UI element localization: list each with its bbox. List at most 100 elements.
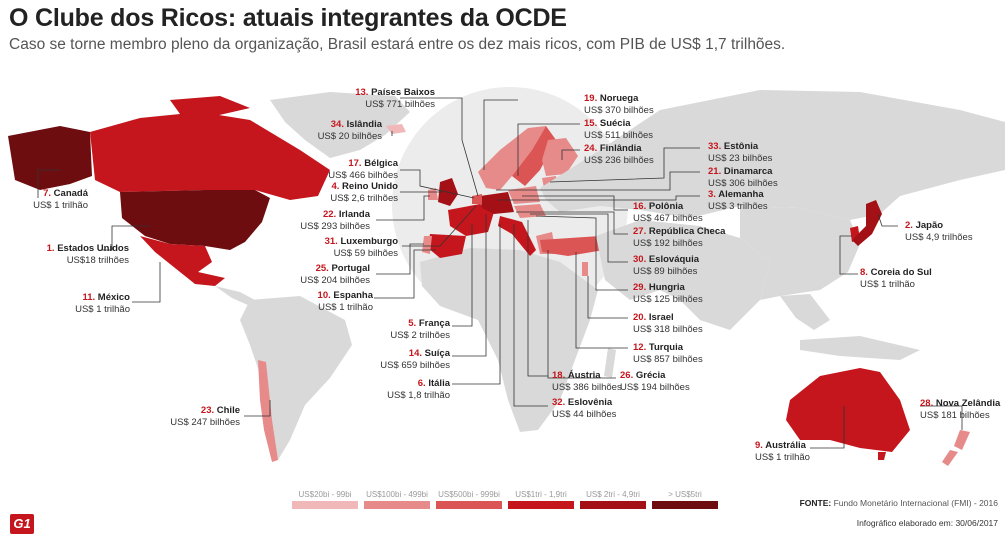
label-finland: 24. Finlândia US$ 236 bilhões — [584, 143, 654, 166]
name-belgium: Bélgica — [364, 158, 398, 169]
gdp-greece: US$ 194 bilhões — [620, 381, 690, 393]
rank-ireland: 22. — [322, 209, 337, 220]
gdp-spain: US$ 1 trilhão — [318, 301, 373, 313]
central-asia-shape — [596, 220, 770, 330]
leader-line-france — [452, 224, 473, 327]
russia-shape — [540, 90, 1005, 220]
leader-line-portugal — [376, 243, 424, 275]
rank-iceland: 34. — [330, 119, 344, 130]
label-luxembourg: 31. Luxemburgo US$ 59 bilhões — [325, 236, 398, 259]
name-germany: Alemanha — [718, 189, 764, 200]
label-sweden: 15. Suécia US$ 511 bilhões — [584, 118, 653, 141]
name-sweden: Suécia — [599, 118, 631, 129]
norway-shape — [478, 126, 546, 190]
rank-finland: 24. — [584, 143, 598, 154]
rank-netherlands: 13. — [355, 87, 369, 98]
spain-shape — [428, 234, 466, 258]
page-title: O Clube dos Ricos: atuais integrantes da… — [9, 4, 567, 32]
rank-austria: 18. — [552, 370, 566, 381]
legend-swatch-4 — [508, 501, 574, 509]
name-czech: República Checa — [648, 226, 726, 237]
gdp-chile: US$ 247 bilhões — [170, 416, 240, 428]
mexico-shape — [140, 236, 225, 286]
gdp-denmark: US$ 306 bilhões — [708, 177, 778, 189]
leader-line-canada — [37, 169, 60, 198]
label-germany: 3. Alemanha US$ 3 trilhões — [708, 189, 768, 212]
name-spain: Espanha — [333, 290, 373, 301]
rank-germany: 3. — [708, 189, 716, 200]
gdp-korea: US$ 1 trilhão — [860, 278, 915, 290]
legend-label-3: US$500bi - 999bi — [438, 490, 500, 499]
legend-item-5: US$ 2tri - 4,9tri — [580, 489, 646, 511]
rank-usa: 1. — [46, 243, 55, 254]
gdp-new-zealand: US$ 181 bilhões — [920, 409, 990, 421]
label-ireland: 22. Irlanda US$ 293 bilhões — [300, 209, 370, 232]
leader-line-ireland — [376, 195, 430, 221]
gdp-ireland: US$ 293 bilhões — [300, 220, 370, 232]
label-belgium: 17. Bélgica US$ 466 bilhões — [328, 158, 398, 181]
name-chile: Chile — [216, 405, 240, 416]
japan-shape — [852, 200, 882, 246]
rank-canada: 7. — [43, 188, 52, 199]
indochina-shape — [780, 294, 830, 330]
gdp-israel: US$ 318 bilhões — [633, 323, 703, 335]
label-japan: 2. Japão US$ 4,9 trilhões — [905, 220, 973, 243]
legend-label-6: > US$5tri — [668, 490, 702, 499]
leader-line-turkey — [575, 252, 628, 349]
gdp-slovenia: US$ 44 bilhões — [552, 408, 617, 420]
g1-logo[interactable]: G1 — [10, 514, 34, 534]
rank-estonia: 33. — [708, 141, 722, 152]
label-korea: 8. Coreia do Sul US$ 1 trilhão — [860, 267, 932, 290]
legend-label-2: US$100bi - 499bi — [366, 490, 428, 499]
label-uk: 4. Reino Unido US$ 2,6 trilhões — [330, 181, 398, 204]
rank-new-zealand: 28. — [920, 398, 934, 409]
label-poland: 16. Polônia US$ 467 bilhões — [633, 201, 703, 224]
leader-line-new-zealand — [920, 405, 963, 430]
rank-sweden: 15. — [584, 118, 598, 129]
rank-turkey: 12. — [633, 342, 647, 353]
leader-line-australia — [810, 406, 845, 449]
name-portugal: Portugal — [331, 263, 370, 274]
greenland-shape — [270, 92, 410, 158]
rank-spain: 10. — [317, 290, 331, 301]
gdp-luxembourg: US$ 59 bilhões — [333, 247, 398, 259]
leader-line-germany — [498, 195, 700, 201]
date-note: Infográfico elaborado em: 30/06/2017 — [856, 518, 998, 528]
gdp-czech: US$ 192 bilhões — [633, 237, 703, 249]
turkey-shape — [540, 236, 604, 256]
gdp-belgium: US$ 466 bilhões — [328, 169, 398, 181]
gdp-usa: US$18 trilhões — [66, 254, 129, 266]
gdp-poland: US$ 467 bilhões — [633, 212, 703, 224]
leader-line-hungary — [535, 215, 628, 291]
leader-line-slovenia — [513, 224, 548, 407]
ireland-shape — [428, 188, 438, 200]
label-chile: 23. Chile US$ 247 bilhões — [170, 405, 240, 428]
leader-line-slovakia — [530, 213, 628, 263]
legend-swatch-6 — [652, 501, 718, 509]
name-switzerland: Suíça — [424, 348, 450, 359]
rank-czech: 27. — [633, 226, 647, 237]
leader-line-spain — [374, 249, 436, 299]
rank-poland: 16. — [633, 201, 647, 212]
label-portugal: 25. Portugal US$ 204 bilhões — [300, 263, 370, 286]
label-slovakia: 30. Eslováquia US$ 89 bilhões — [633, 254, 699, 277]
name-italy: Itália — [428, 378, 450, 389]
gdp-switzerland: US$ 659 bilhões — [380, 359, 450, 371]
name-luxembourg: Luxemburgo — [340, 236, 398, 247]
name-new-zealand: Nova Zelândia — [935, 398, 1001, 409]
leader-line-greece — [547, 250, 616, 379]
legend-item-4: US$1tri - 1,9tri — [508, 489, 574, 511]
indonesia-shape — [800, 336, 920, 360]
leader-line-belgium — [400, 169, 475, 199]
name-denmark: Dinamarca — [723, 166, 773, 177]
netherlands-belgium-shape — [472, 194, 482, 204]
name-turkey: Turquia — [648, 342, 683, 353]
label-australia: 9. Austrália US$ 1 trilhão — [755, 440, 810, 463]
rank-belgium: 17. — [348, 158, 362, 169]
source-label: FONTE: — [799, 498, 832, 508]
leader-line-poland — [522, 195, 628, 211]
gdp-hungary: US$ 125 bilhões — [633, 293, 703, 305]
label-israel: 20. Israel US$ 318 bilhões — [633, 312, 703, 335]
madagascar-shape — [604, 348, 616, 378]
name-australia: Austrália — [765, 440, 806, 451]
